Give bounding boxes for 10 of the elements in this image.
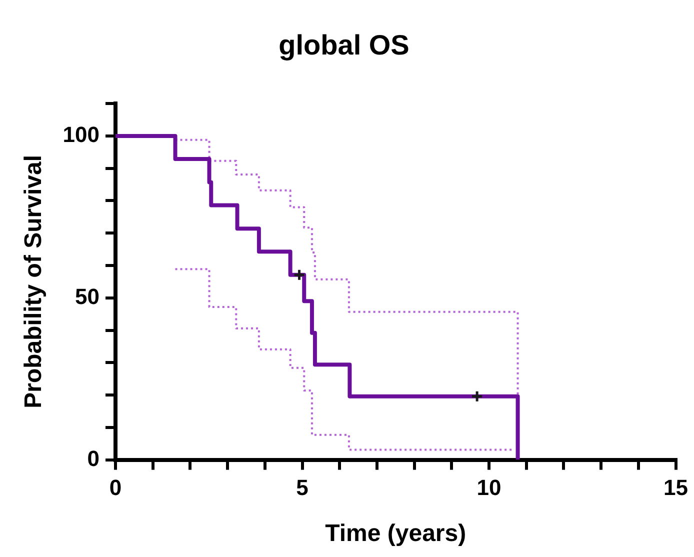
x-tick-label: 0 (109, 475, 122, 500)
y-tick-label: 0 (87, 446, 100, 471)
x-tick-label: 5 (296, 475, 308, 500)
y-axis-title: Probability of Survival (20, 154, 48, 408)
chart-title: global OS (278, 30, 410, 61)
y-tick-label: 100 (62, 122, 100, 148)
x-tick-label: 15 (664, 475, 688, 500)
y-tick-label: 50 (75, 284, 100, 309)
x-axis-title: Time (years) (325, 520, 466, 548)
x-tick-label: 10 (476, 475, 502, 500)
